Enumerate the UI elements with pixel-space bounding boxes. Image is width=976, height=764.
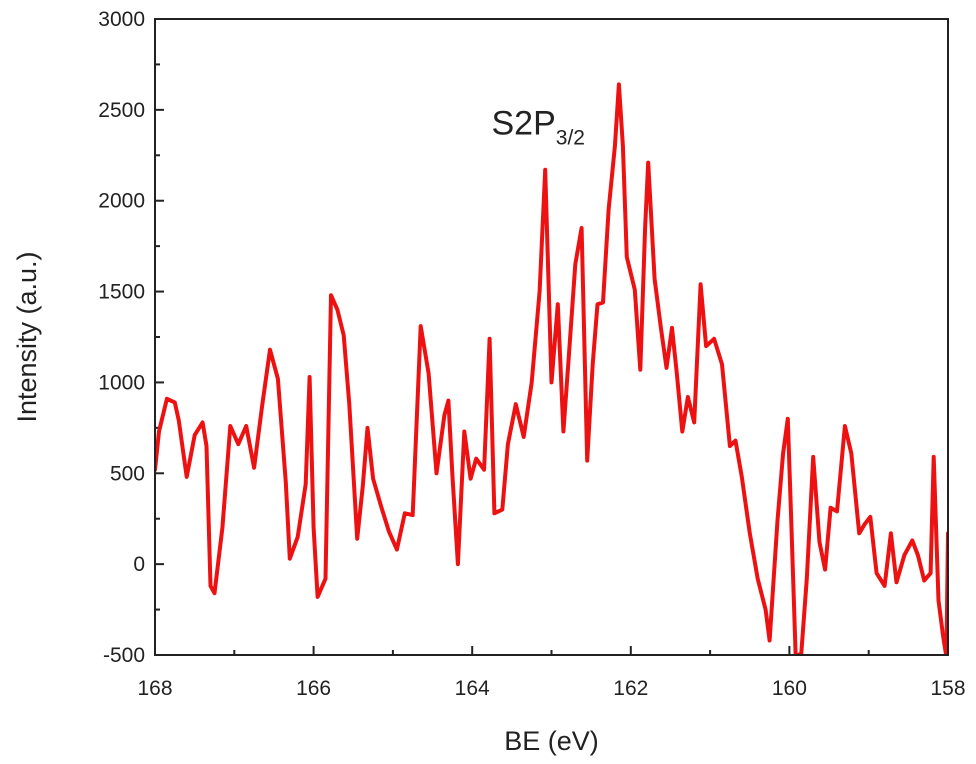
- x-axis-label: BE (eV): [504, 726, 599, 756]
- peak-annotation-main: S2P: [492, 104, 556, 142]
- series-layer: [155, 82, 948, 655]
- x-tick-label: 168: [137, 677, 172, 700]
- y-tick-label: 3000: [98, 8, 145, 31]
- x-tick-label: 166: [296, 677, 331, 700]
- y-tick-labels: -500 0 500 1000 1500 2000 2500 3000: [98, 8, 145, 667]
- y-tick-label: 2000: [98, 190, 145, 213]
- spectrum-line: [155, 82, 948, 655]
- x-tick-labels: 168 166 164 162 160 158: [137, 677, 965, 700]
- x-tick-label: 160: [772, 677, 807, 700]
- y-tick-label: 2500: [98, 99, 145, 122]
- x-tick-label: 164: [455, 677, 490, 700]
- y-tick-label: 1000: [98, 371, 145, 394]
- x-tick-label: 162: [613, 677, 648, 700]
- peak-annotation: S2P3/2: [492, 104, 585, 149]
- plot-frame: [154, 18, 949, 656]
- y-axis-label: Intensity (a.u.): [12, 251, 42, 422]
- peak-annotation-subscript: 3/2: [556, 126, 585, 149]
- x-tick-label: 158: [930, 677, 965, 700]
- y-tick-label: 500: [110, 462, 145, 485]
- y-tick-label: -500: [103, 644, 145, 667]
- y-tick-label: 1500: [98, 281, 145, 304]
- y-tick-label: 0: [133, 553, 145, 576]
